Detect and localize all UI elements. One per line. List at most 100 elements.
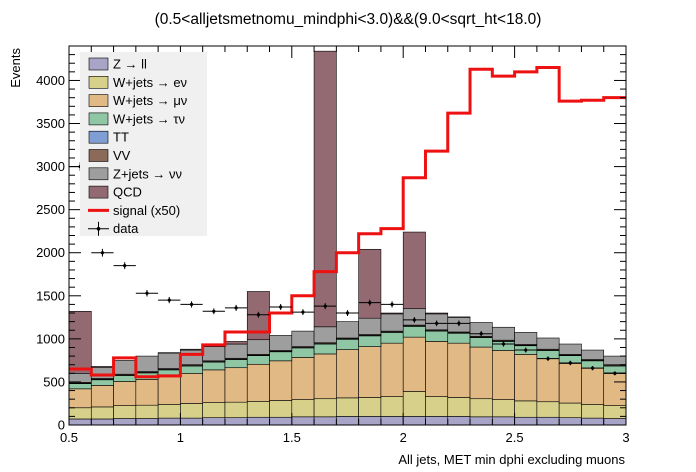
bar-w-jets bbox=[425, 330, 449, 342]
y-tick-label: 3000 bbox=[36, 159, 65, 174]
legend-label: QCD bbox=[113, 185, 142, 200]
bar-w-jets bbox=[469, 346, 493, 400]
legend-entry-tt: TT bbox=[88, 130, 129, 145]
legend-entry-z-ll: Z → ll bbox=[88, 57, 147, 72]
bar-z-jets bbox=[69, 373, 92, 383]
bar-w-jets bbox=[558, 363, 582, 404]
x-tick-label: 2 bbox=[400, 430, 407, 445]
y-tick-label: 2500 bbox=[36, 202, 65, 217]
bar-w-jets-e bbox=[536, 401, 560, 418]
legend-entry-w-jets-e: W+jets → eν bbox=[88, 75, 187, 90]
bar-w-jets bbox=[202, 369, 226, 403]
bar-w-jets-e bbox=[113, 405, 137, 419]
bar-z-ll bbox=[269, 416, 293, 425]
legend-label: signal (x50) bbox=[113, 203, 180, 218]
data-point bbox=[568, 361, 572, 365]
legend-label: Z+jets → νν bbox=[113, 166, 182, 181]
y-tick-label: 2000 bbox=[36, 245, 65, 260]
bar-w-jets-e bbox=[358, 397, 382, 417]
bar-qcd bbox=[313, 50, 337, 328]
bar-w-jets-e bbox=[447, 397, 471, 417]
bar-w-jets bbox=[90, 379, 114, 386]
bar-w-jets-e bbox=[380, 396, 404, 417]
x-axis-label: All jets, MET min dphi excluding muons bbox=[398, 452, 625, 467]
legend-swatch bbox=[88, 112, 109, 126]
series-w-jets-e bbox=[69, 391, 626, 420]
bar-z-ll bbox=[425, 416, 449, 425]
legend-entry-w-jets: W+jets → μν bbox=[88, 93, 187, 108]
bar-w-jets-e bbox=[246, 401, 270, 418]
bar-qcd bbox=[69, 310, 92, 374]
bar-z-jets bbox=[291, 330, 315, 347]
bar-w-jets bbox=[603, 372, 626, 406]
bar-w-jets-e bbox=[425, 396, 449, 417]
legend-swatch bbox=[88, 76, 109, 89]
bar-qcd bbox=[224, 341, 248, 345]
bar-z-jets bbox=[558, 343, 582, 355]
bar-w-jets bbox=[536, 358, 560, 403]
series-z-jets bbox=[69, 308, 626, 383]
bar-w-jets bbox=[135, 379, 159, 406]
bar-w-jets-e bbox=[157, 404, 181, 419]
bar-z-ll bbox=[536, 416, 560, 425]
data-point bbox=[524, 348, 528, 352]
data-point bbox=[390, 302, 394, 307]
bar-w-jets bbox=[336, 338, 359, 350]
data-point bbox=[123, 264, 127, 268]
bar-z-jets bbox=[157, 352, 181, 369]
bar-w-jets-e bbox=[558, 402, 582, 418]
bar-z-ll bbox=[358, 416, 382, 425]
series-w-jets bbox=[69, 336, 626, 409]
bar-w-jets bbox=[69, 388, 92, 409]
bar-z-jets bbox=[380, 313, 404, 332]
bar-w-jets bbox=[180, 373, 203, 404]
y-tick-label: 4000 bbox=[36, 73, 65, 88]
data-point bbox=[323, 304, 327, 308]
chart-title: (0.5<alljetsmetnomu_mindphi<3.0)&&(9.0<s… bbox=[155, 11, 542, 28]
legend-entry-qcd: QCD bbox=[88, 185, 142, 200]
legend-label: Z → ll bbox=[113, 57, 147, 72]
legend-swatch bbox=[88, 130, 109, 144]
bar-w-jets bbox=[90, 385, 114, 408]
bar-w-jets bbox=[269, 351, 293, 362]
bar-z-jets bbox=[135, 355, 159, 372]
bar-w-jets bbox=[336, 349, 359, 399]
bar-z-ll bbox=[113, 418, 137, 425]
bar-w-jets bbox=[425, 341, 449, 397]
data-point bbox=[501, 342, 506, 346]
bar-z-jets bbox=[603, 355, 626, 366]
bar-z-ll bbox=[135, 418, 159, 425]
bar-w-jets bbox=[113, 381, 137, 406]
legend-swatch bbox=[96, 226, 101, 231]
y-tick-label: 1000 bbox=[36, 331, 65, 346]
legend-swatch bbox=[88, 149, 109, 162]
bar-w-jets bbox=[246, 355, 270, 365]
bar-z-ll bbox=[380, 416, 404, 425]
legend-label: W+jets → τν bbox=[113, 111, 185, 126]
data-point bbox=[145, 291, 149, 295]
bar-w-jets bbox=[469, 337, 493, 348]
legend-entry-signal-x50: signal (x50) bbox=[88, 203, 180, 218]
bar-z-jets bbox=[358, 317, 382, 335]
data-point bbox=[212, 309, 216, 313]
y-tick-label: 3500 bbox=[36, 116, 65, 131]
bar-w-jets bbox=[492, 350, 515, 400]
bar-w-jets bbox=[447, 332, 471, 344]
legend-entry-data: data bbox=[88, 221, 139, 236]
bar-z-jets bbox=[269, 335, 293, 351]
bar-w-jets-e bbox=[69, 407, 92, 420]
bar-z-jets bbox=[492, 326, 515, 341]
legend-label: W+jets → μν bbox=[113, 93, 187, 108]
bar-w-jets bbox=[514, 354, 538, 402]
bar-qcd bbox=[425, 312, 449, 315]
bar-z-ll bbox=[90, 418, 114, 425]
bar-z-ll bbox=[558, 417, 582, 425]
bar-w-jets bbox=[180, 365, 203, 374]
signal-line bbox=[69, 66, 626, 379]
bar-w-jets-e bbox=[90, 406, 114, 420]
y-tick-label: 0 bbox=[58, 418, 65, 433]
x-tick-label: 3 bbox=[622, 430, 629, 445]
bar-z-jets bbox=[90, 366, 114, 379]
y-axis: 0 500 1000 1500 2000 2500 3000 3500 4000 bbox=[36, 54, 626, 433]
data-point bbox=[345, 311, 350, 315]
